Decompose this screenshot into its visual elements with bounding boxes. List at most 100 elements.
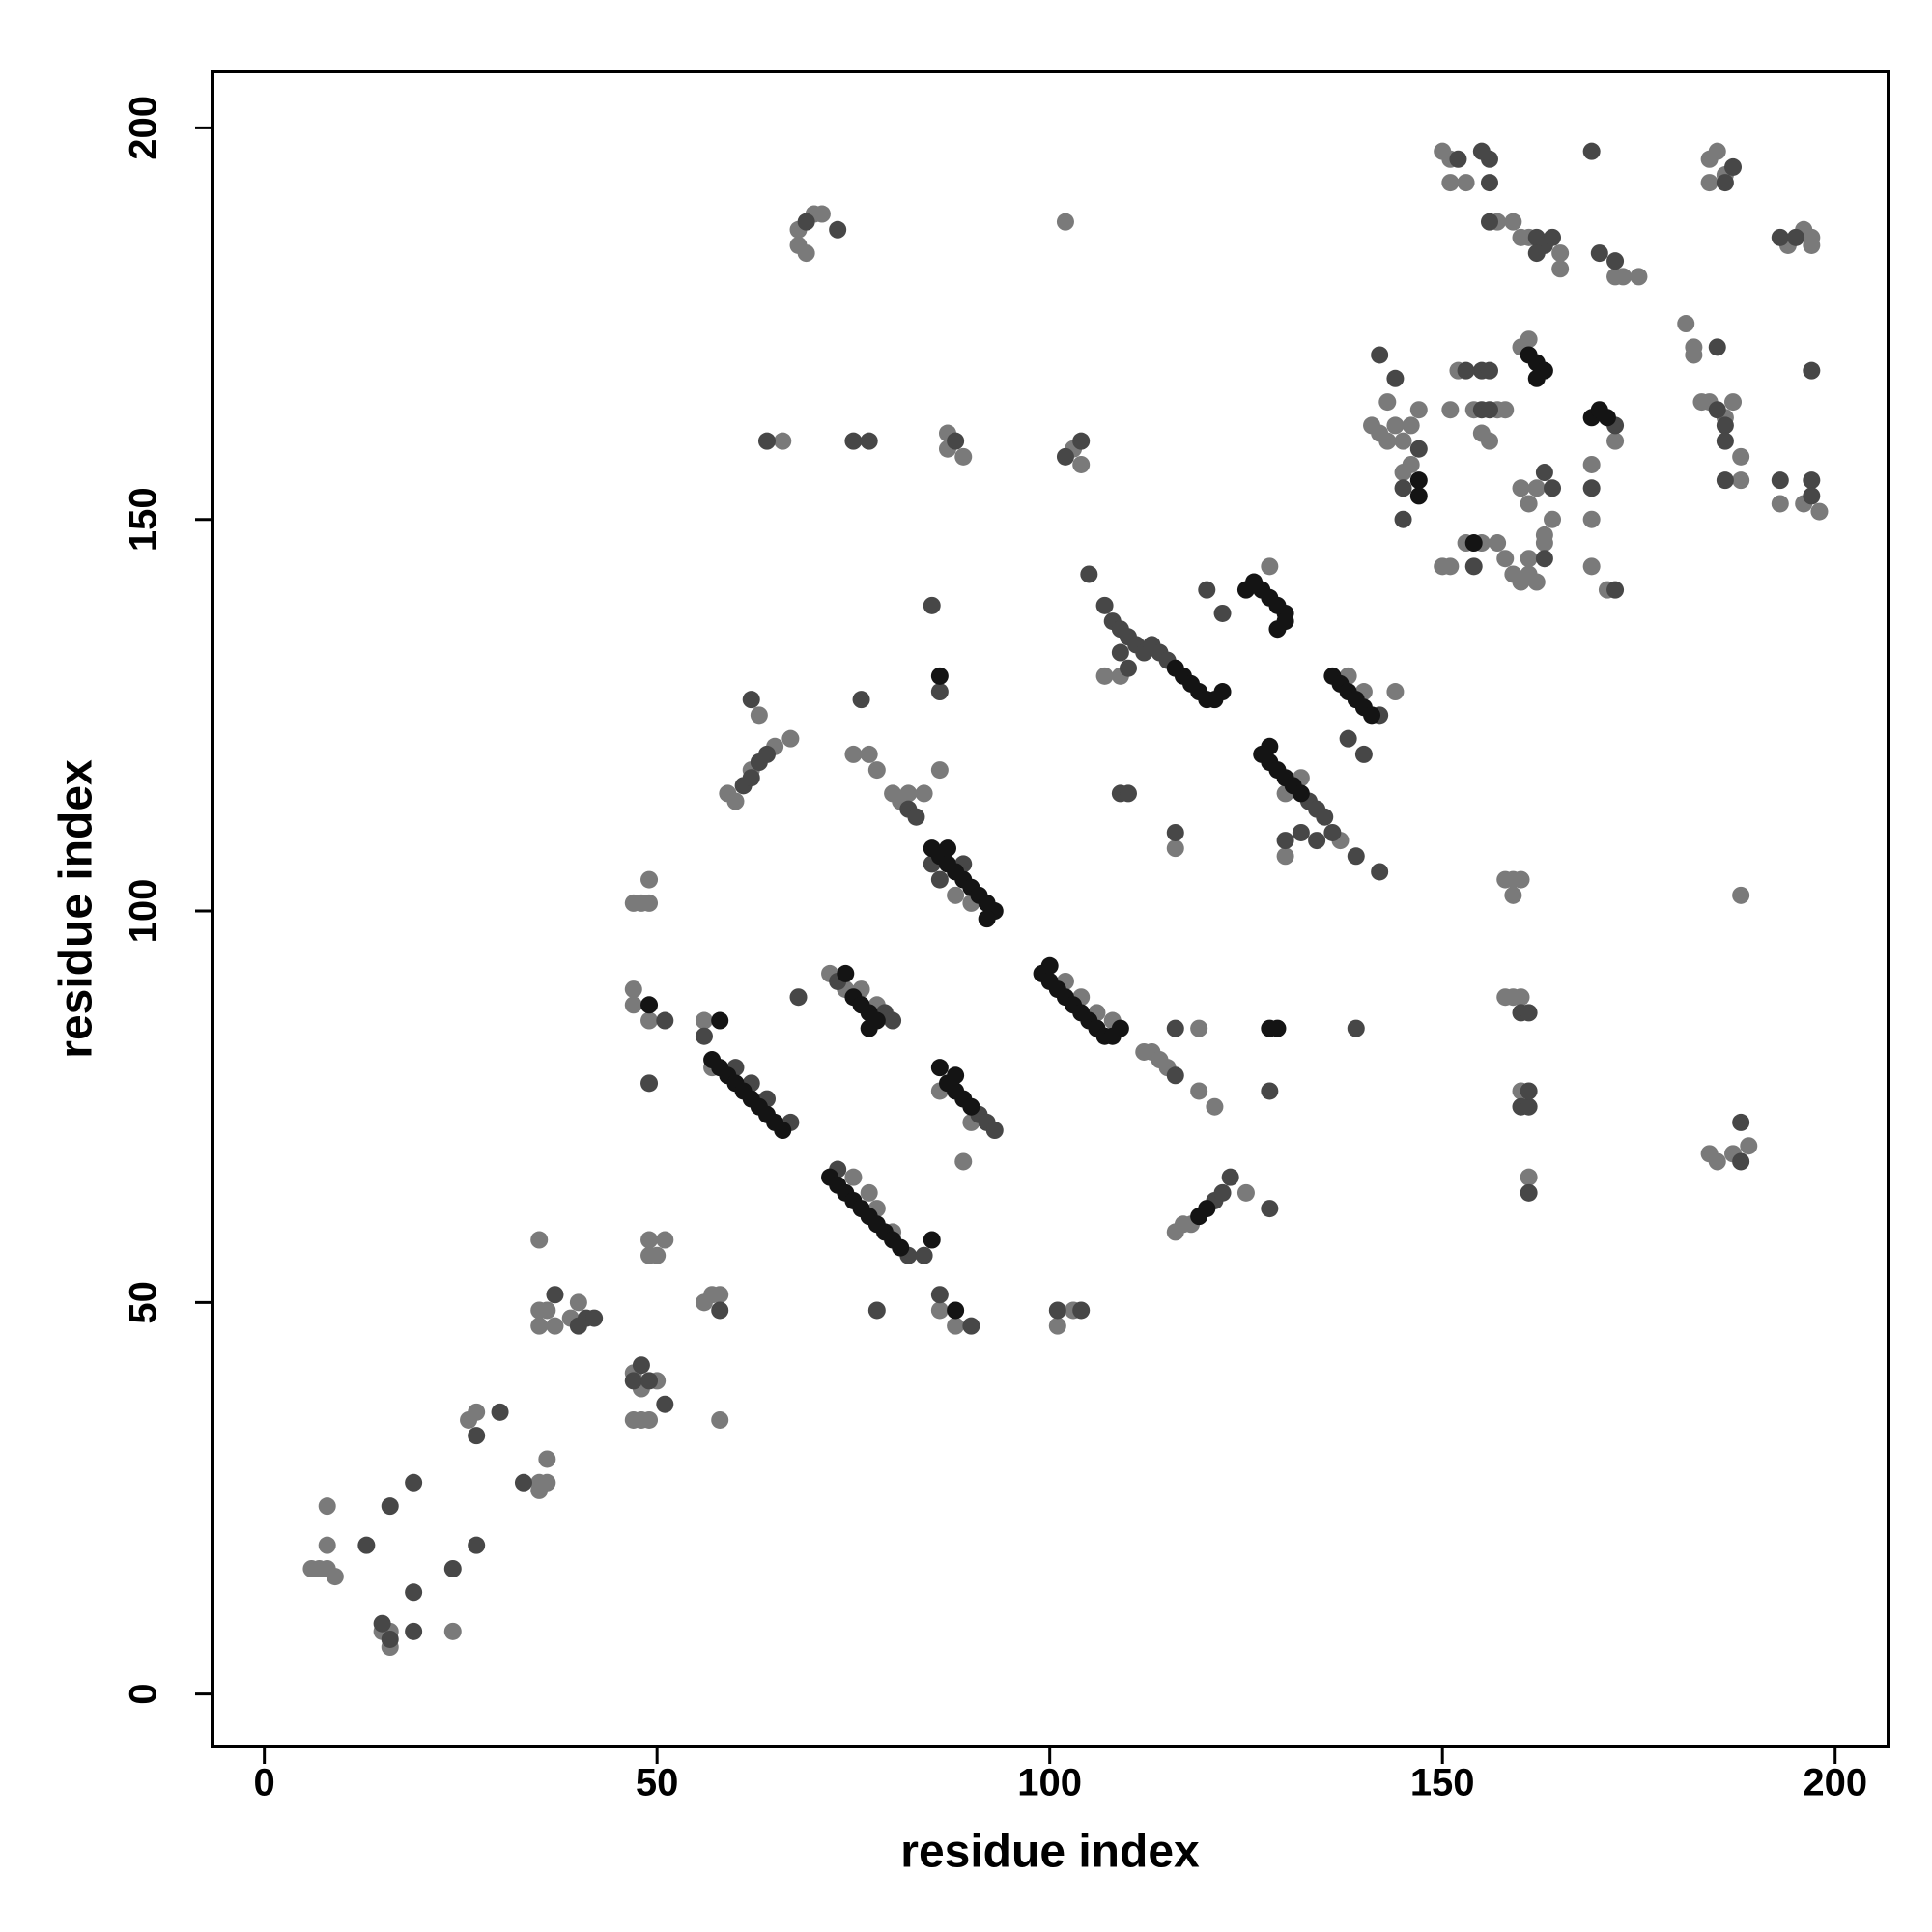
point: [1708, 1152, 1726, 1171]
point: [326, 1568, 344, 1586]
point: [1520, 330, 1538, 349]
point: [1512, 479, 1530, 497]
point: [867, 1301, 886, 1320]
point: [1409, 471, 1428, 490]
point: [1582, 142, 1601, 160]
point: [1551, 260, 1570, 278]
point: [1598, 409, 1616, 427]
point: [1386, 416, 1405, 435]
point: [443, 1622, 462, 1640]
point: [938, 839, 956, 858]
point: [632, 1356, 650, 1375]
point: [1206, 1097, 1224, 1116]
point: [860, 745, 878, 763]
point: [695, 1027, 713, 1045]
point: [1441, 401, 1460, 419]
point: [1441, 557, 1460, 576]
point: [711, 1301, 729, 1320]
point: [1716, 174, 1734, 192]
point: [844, 432, 863, 450]
y-tick-label: 200: [123, 96, 165, 160]
point: [930, 1059, 949, 1077]
point: [585, 1309, 604, 1327]
point: [1386, 683, 1405, 701]
point: [1347, 1019, 1365, 1037]
point: [1213, 683, 1232, 701]
point: [1527, 573, 1546, 591]
point: [1520, 1004, 1538, 1022]
point: [1119, 784, 1137, 803]
point: [1095, 667, 1114, 685]
point: [538, 1301, 556, 1320]
point: [1409, 440, 1428, 458]
point: [1072, 455, 1091, 473]
point: [1496, 401, 1515, 419]
point: [1520, 495, 1538, 513]
point: [1386, 369, 1405, 387]
point: [357, 1536, 376, 1554]
point: [1708, 338, 1726, 356]
y-tick-label: 0: [123, 1684, 165, 1705]
point: [947, 432, 965, 450]
point: [1308, 832, 1326, 850]
point: [884, 1011, 902, 1030]
point: [405, 1622, 423, 1640]
point: [1048, 1301, 1066, 1320]
point: [468, 1427, 486, 1445]
point: [930, 1301, 949, 1320]
point: [1095, 596, 1114, 614]
point: [789, 988, 808, 1007]
point: [1441, 174, 1460, 192]
point: [1803, 361, 1821, 380]
point: [774, 432, 792, 450]
point: [1378, 432, 1397, 450]
point: [1056, 447, 1074, 466]
point: [569, 1293, 587, 1312]
point: [860, 432, 878, 450]
point: [1582, 557, 1601, 576]
point: [1354, 745, 1373, 763]
point: [1544, 228, 1562, 246]
point: [930, 761, 949, 780]
point: [1190, 1082, 1208, 1100]
point: [1402, 416, 1420, 435]
point: [640, 894, 659, 912]
point: [381, 1497, 399, 1516]
point: [797, 213, 815, 231]
point: [757, 745, 776, 763]
point: [1480, 432, 1498, 450]
point: [1544, 510, 1562, 528]
point: [985, 1122, 1004, 1140]
point: [742, 769, 760, 787]
point: [443, 1559, 462, 1577]
point: [1276, 832, 1294, 850]
point: [1261, 1082, 1279, 1100]
point: [1261, 737, 1279, 755]
x-tick-label: 50: [636, 1762, 679, 1804]
point: [530, 1317, 549, 1335]
point: [1716, 432, 1734, 450]
point: [640, 1372, 659, 1390]
point: [1520, 1168, 1538, 1186]
point: [1771, 228, 1789, 246]
point: [1292, 823, 1310, 841]
point: [1614, 268, 1633, 286]
point: [837, 964, 855, 982]
point: [405, 1473, 423, 1492]
point: [947, 1301, 965, 1320]
point: [1740, 1137, 1758, 1155]
point: [892, 1238, 910, 1257]
point: [624, 1372, 642, 1390]
point: [1472, 142, 1491, 160]
point: [1677, 315, 1695, 333]
point: [1394, 510, 1412, 528]
point: [930, 667, 949, 685]
point: [1464, 534, 1483, 553]
point: [1512, 870, 1530, 889]
point: [1119, 659, 1137, 677]
point: [640, 1231, 659, 1249]
point: [405, 1583, 423, 1602]
point: [930, 870, 949, 889]
point: [1323, 823, 1342, 841]
